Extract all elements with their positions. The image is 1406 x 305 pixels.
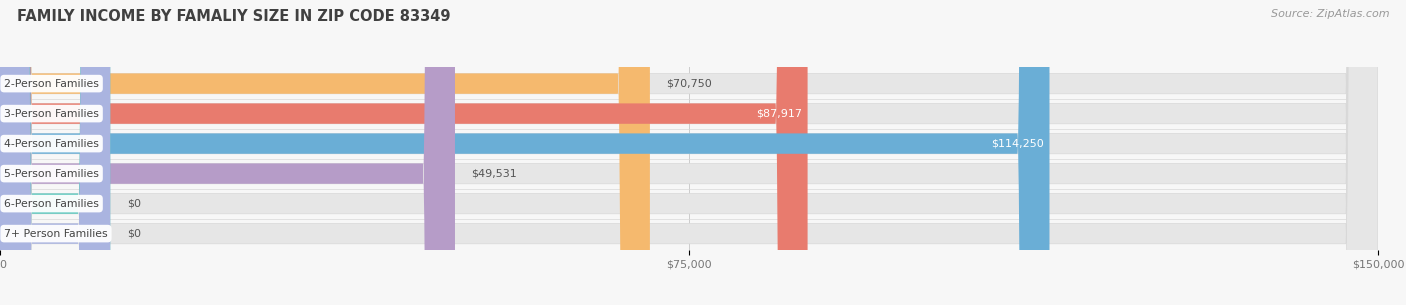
Text: 2-Person Families: 2-Person Families [4,79,98,88]
Text: 7+ Person Families: 7+ Person Families [4,229,108,239]
Text: $114,250: $114,250 [991,138,1045,149]
Text: $87,917: $87,917 [756,109,801,119]
Text: 4-Person Families: 4-Person Families [4,138,98,149]
FancyBboxPatch shape [0,0,110,305]
Text: $0: $0 [127,229,141,239]
Text: $0: $0 [127,199,141,209]
Text: 5-Person Families: 5-Person Families [4,169,98,179]
FancyBboxPatch shape [0,0,807,305]
Text: $70,750: $70,750 [666,79,713,88]
Text: $49,531: $49,531 [471,169,517,179]
Text: 6-Person Families: 6-Person Families [4,199,98,209]
FancyBboxPatch shape [0,0,650,305]
Text: Source: ZipAtlas.com: Source: ZipAtlas.com [1271,9,1389,19]
FancyBboxPatch shape [0,0,1049,305]
Text: 3-Person Families: 3-Person Families [4,109,98,119]
Text: FAMILY INCOME BY FAMALIY SIZE IN ZIP CODE 83349: FAMILY INCOME BY FAMALIY SIZE IN ZIP COD… [17,9,450,24]
FancyBboxPatch shape [0,0,110,305]
FancyBboxPatch shape [0,0,456,305]
